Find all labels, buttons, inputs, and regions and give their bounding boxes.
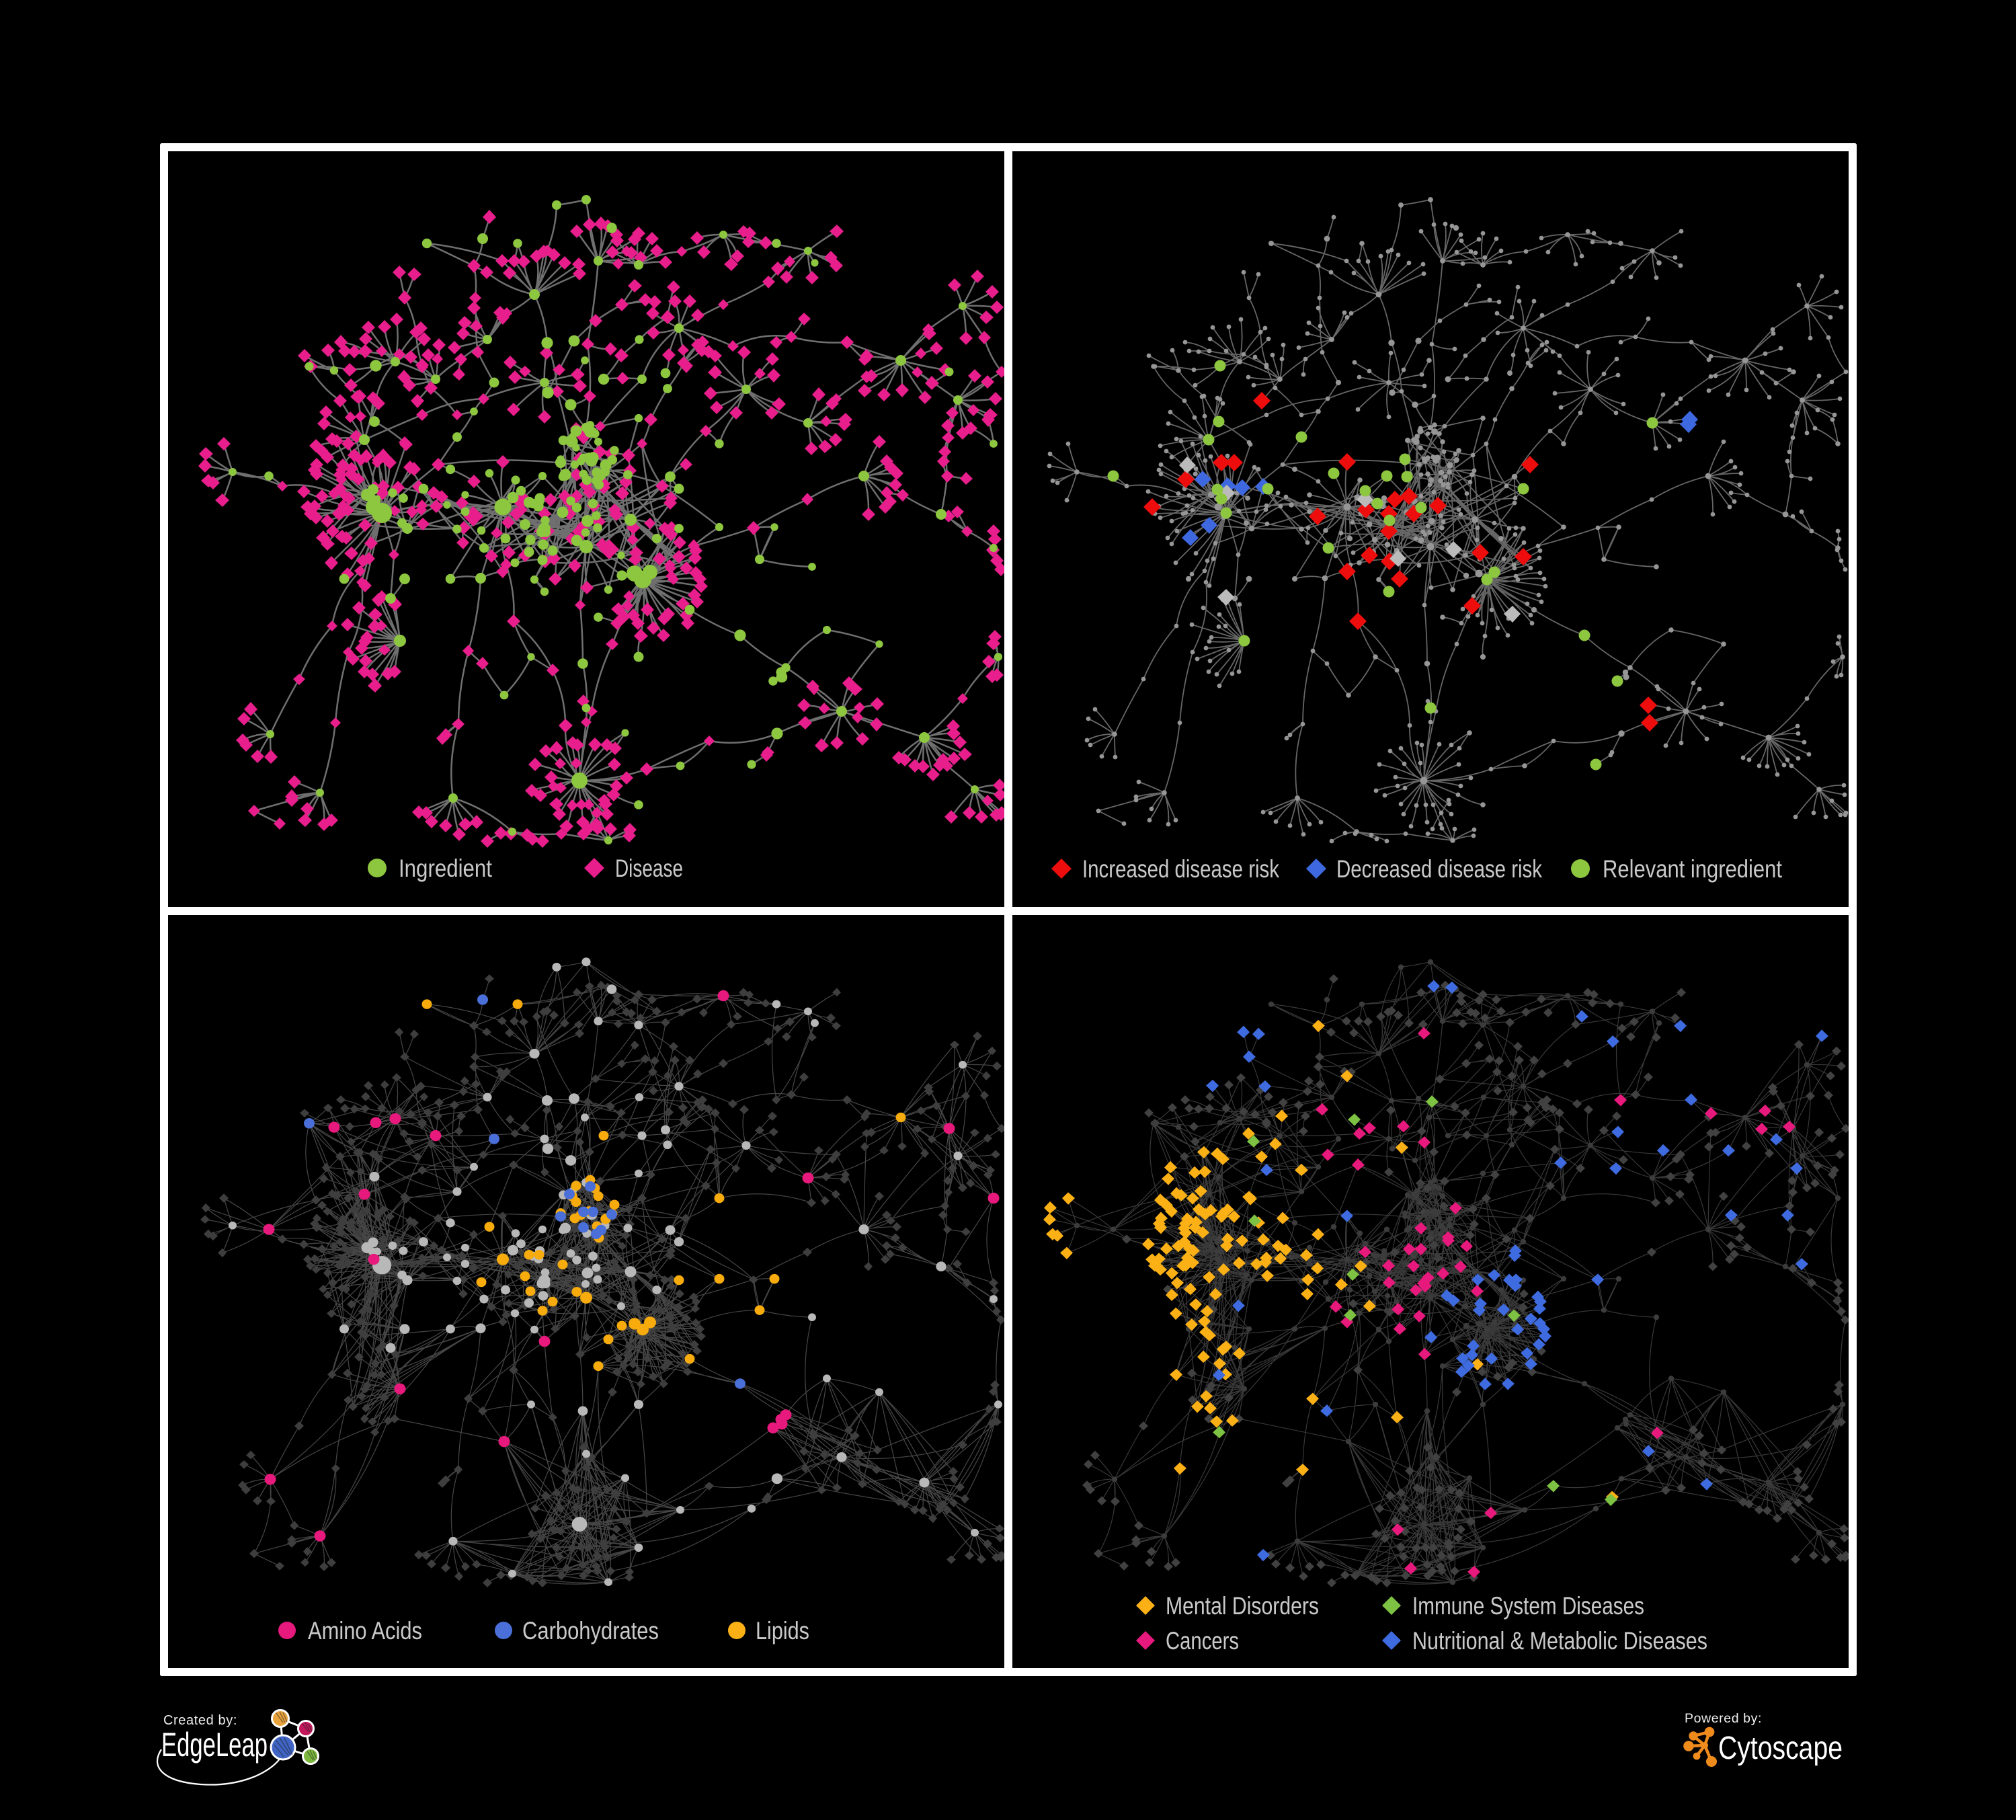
- svg-text:EdgeLeap: EdgeLeap: [161, 1726, 268, 1764]
- svg-text:Immune System Diseases: Immune System Diseases: [1412, 1592, 1644, 1620]
- svg-text:Cytoscape: Cytoscape: [1718, 1731, 1843, 1766]
- svg-text:Relevant ingredient: Relevant ingredient: [1603, 855, 1783, 883]
- svg-text:Disease: Disease: [615, 855, 683, 882]
- svg-text:Carbohydrates: Carbohydrates: [522, 1617, 659, 1645]
- svg-text:Powered by:: Powered by:: [1685, 1711, 1762, 1726]
- svg-text:Nutritional & Metabolic Diseas: Nutritional & Metabolic Diseases: [1412, 1627, 1707, 1655]
- svg-text:Increased disease risk: Increased disease risk: [1082, 855, 1279, 883]
- svg-text:Cancers: Cancers: [1166, 1627, 1239, 1655]
- svg-text:Mental Disorders: Mental Disorders: [1166, 1592, 1319, 1620]
- svg-text:Created by:: Created by:: [163, 1713, 237, 1728]
- svg-text:Lipids: Lipids: [756, 1617, 809, 1645]
- svg-text:Ingredient: Ingredient: [399, 855, 493, 882]
- svg-text:Decreased disease risk: Decreased disease risk: [1336, 855, 1542, 883]
- svg-text:Amino Acids: Amino Acids: [308, 1617, 422, 1645]
